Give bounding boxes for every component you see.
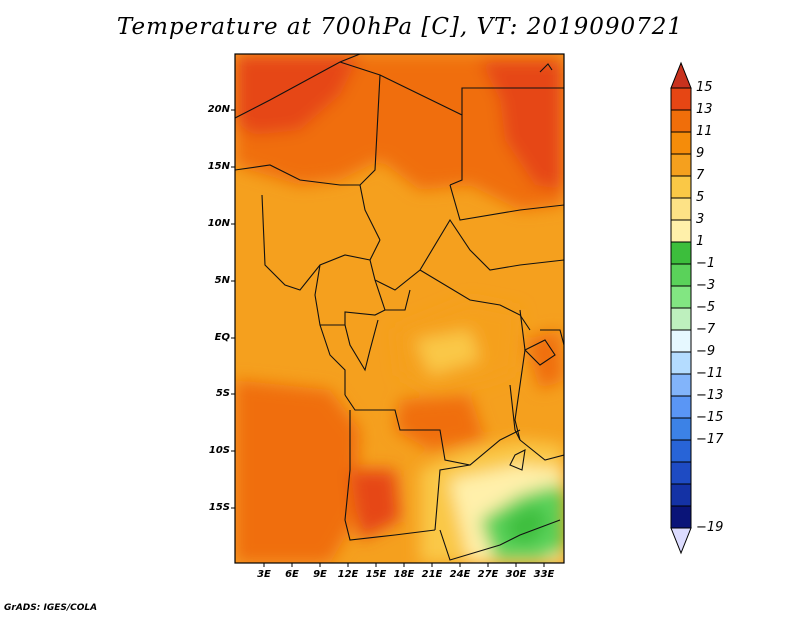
country-borders bbox=[235, 54, 564, 561]
lat-label: 20N bbox=[207, 104, 230, 115]
colorbar-swatch bbox=[670, 461, 692, 485]
map-title: Temperature at 700hPa [C], VT: 201909072… bbox=[116, 14, 684, 40]
lon-label: 30E bbox=[505, 569, 527, 580]
colorbar-swatch bbox=[670, 109, 692, 133]
colorbar-label: 15 bbox=[696, 80, 713, 95]
colorbar-label: −17 bbox=[696, 432, 724, 447]
colorbar-label: −7 bbox=[696, 322, 716, 337]
lat-label: 5N bbox=[214, 275, 230, 286]
lon-label: 33E bbox=[533, 569, 555, 580]
colorbar-label: 9 bbox=[696, 146, 705, 161]
colorbar-bottom-arrow bbox=[670, 527, 692, 555]
colorbar-label: 5 bbox=[696, 190, 705, 205]
lon-label: 24E bbox=[449, 569, 471, 580]
lat-label: EQ bbox=[214, 332, 230, 343]
colorbar-swatch bbox=[670, 241, 692, 265]
colorbar-swatch bbox=[670, 87, 692, 111]
colorbar-label: −13 bbox=[696, 388, 724, 403]
colorbar-swatch bbox=[670, 153, 692, 177]
lon-label: 18E bbox=[393, 569, 415, 580]
temperature-field bbox=[235, 54, 564, 563]
map-frame bbox=[234, 53, 565, 564]
colorbar-label: −5 bbox=[696, 300, 716, 315]
colorbar-swatch bbox=[670, 197, 692, 221]
colorbar-swatch bbox=[670, 131, 692, 155]
lon-ticks bbox=[263, 563, 545, 567]
colorbar-swatch bbox=[670, 483, 692, 507]
lon-label: 27E bbox=[477, 569, 499, 580]
colorbar-swatch bbox=[670, 505, 692, 529]
lon-label: 9E bbox=[313, 569, 327, 580]
colorbar-label: 1 bbox=[696, 234, 705, 249]
lon-label: 6E bbox=[285, 569, 299, 580]
colorbar-swatch bbox=[670, 351, 692, 375]
lon-label: 12E bbox=[337, 569, 359, 580]
colorbar-swatch bbox=[670, 373, 692, 397]
colorbar-label: −3 bbox=[696, 278, 716, 293]
colorbar-swatch bbox=[670, 285, 692, 309]
colorbar-label: −19 bbox=[696, 520, 724, 535]
lat-label: 10N bbox=[207, 218, 230, 229]
lat-label: 15N bbox=[207, 161, 230, 172]
colorbar-label: 3 bbox=[696, 212, 705, 227]
lakes bbox=[509, 63, 556, 471]
credit-text: GrADS: IGES/COLA bbox=[4, 603, 98, 613]
colorbar-swatch bbox=[670, 175, 692, 199]
colorbar-top-arrow bbox=[670, 61, 692, 89]
colorbar-label: −15 bbox=[696, 410, 724, 425]
lat-label: 5S bbox=[215, 388, 230, 399]
colorbar-label: −1 bbox=[696, 256, 716, 271]
colorbar-swatch bbox=[670, 219, 692, 243]
colorbar-swatch bbox=[670, 307, 692, 331]
lat-label: 15S bbox=[208, 502, 230, 513]
lon-label: 15E bbox=[365, 569, 387, 580]
colorbar-swatch bbox=[670, 329, 692, 353]
colorbar-label: −9 bbox=[696, 344, 716, 359]
colorbar-swatch bbox=[670, 263, 692, 287]
colorbar-label: 7 bbox=[696, 168, 705, 183]
colorbar-label: −11 bbox=[696, 366, 724, 381]
colorbar-swatch bbox=[670, 417, 692, 441]
colorbar bbox=[670, 61, 692, 555]
lon-label: 3E bbox=[257, 569, 271, 580]
colorbar-label: 13 bbox=[696, 102, 713, 117]
colorbar-swatch bbox=[670, 395, 692, 419]
colorbar-label: 11 bbox=[696, 124, 713, 139]
lat-ticks bbox=[231, 109, 235, 509]
lat-label: 10S bbox=[208, 445, 230, 456]
colorbar-swatch bbox=[670, 439, 692, 463]
lon-label: 21E bbox=[421, 569, 443, 580]
